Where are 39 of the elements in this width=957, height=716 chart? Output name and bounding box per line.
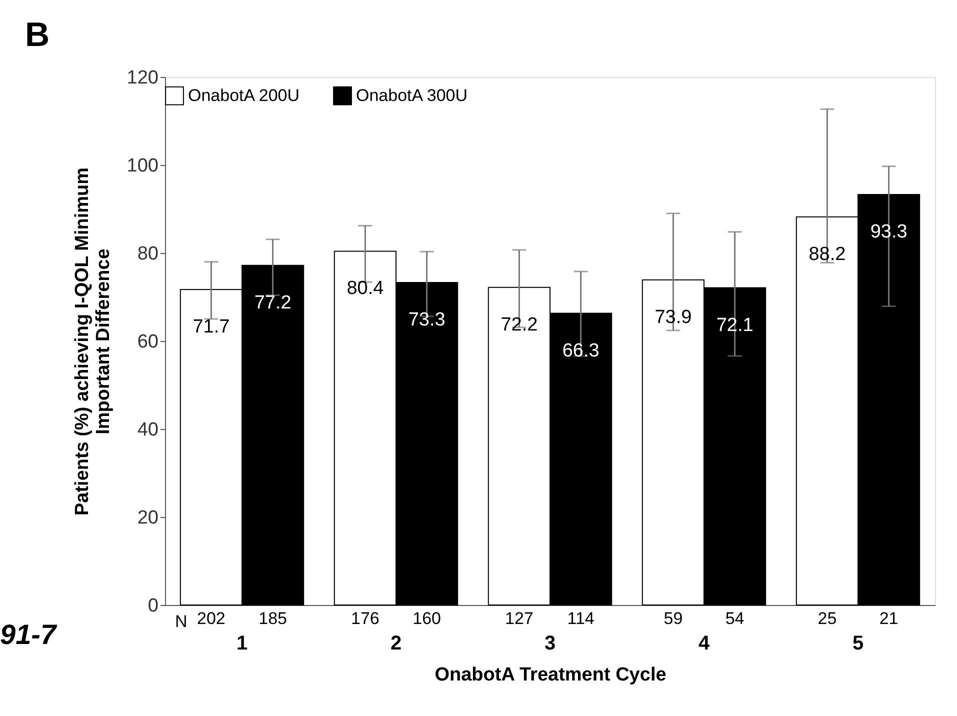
x-tick-label: 1: [236, 632, 248, 654]
annotation: 21: [879, 609, 898, 628]
annotation: 59: [664, 609, 683, 628]
annotation: 160: [412, 609, 441, 628]
y-tick-label: 120: [126, 68, 158, 88]
y-tick-label: 0: [148, 596, 158, 616]
data-label: 77.2: [254, 292, 292, 314]
annotation: 202: [197, 609, 226, 628]
y-axis-title: Patients (%) achieving I-QOL Minimum Important Difference: [72, 167, 114, 516]
data-label: 66.3: [562, 340, 600, 362]
data-label: 72.1: [716, 314, 754, 336]
text: N: [175, 612, 188, 631]
annotation: 185: [258, 609, 287, 628]
data-label: 88.2: [808, 244, 846, 265]
y-tick-label: 40: [137, 420, 158, 440]
x-tick-label: 4: [698, 632, 710, 654]
x-tick-label: 5: [852, 632, 864, 654]
y-tick-label: 100: [126, 156, 158, 176]
x-axis-title: OnabotA Treatment Cycle: [434, 664, 666, 686]
legend-label: OnabotA 200U: [188, 86, 300, 105]
annotation: 54: [725, 609, 744, 628]
data-label: 71.7: [192, 316, 230, 338]
y-tick-label: 80: [137, 244, 158, 264]
text: B: [25, 16, 50, 54]
annotation: 176: [351, 609, 380, 628]
data-label: 72.2: [500, 314, 538, 336]
x-tick-label: 3: [544, 632, 556, 654]
data-label: 73.3: [408, 309, 446, 330]
y-tick-label: 20: [137, 508, 158, 528]
text: 91-7: [0, 619, 58, 650]
y-tick-label: 60: [137, 332, 158, 352]
annotation: 25: [818, 609, 837, 628]
data-label: 93.3: [870, 221, 908, 242]
data-label: 73.9: [654, 306, 692, 328]
data-label: 80.4: [346, 278, 384, 300]
x-tick-label: 2: [390, 632, 402, 654]
annotation: 114: [567, 609, 594, 628]
legend-label: OnabotA 300U: [356, 86, 468, 105]
annotation: 127: [505, 609, 534, 628]
